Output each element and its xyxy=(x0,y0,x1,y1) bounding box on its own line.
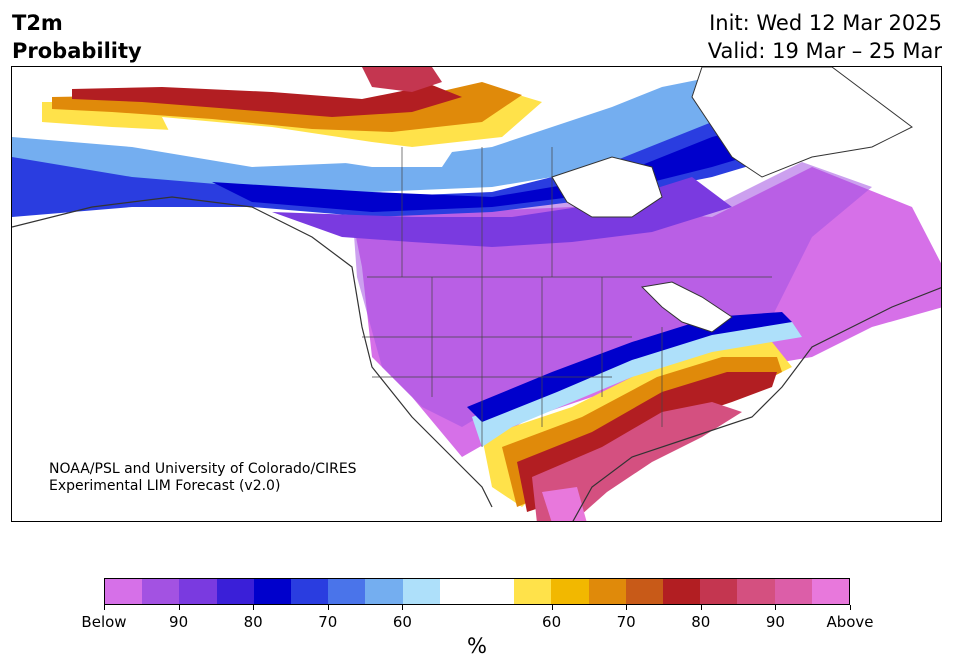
title-probability: Probability xyxy=(12,39,142,63)
probability-colorbar xyxy=(104,578,850,605)
colorbar-tick-mark xyxy=(850,605,851,610)
colorbar-segment xyxy=(514,579,552,604)
colorbar-tick-label: 80 xyxy=(691,613,711,631)
colorbar-unit: % xyxy=(467,634,487,658)
southeast-warm-pink xyxy=(532,402,742,521)
credit-line-1: NOAA/PSL and University of Colorado/CIRE… xyxy=(49,461,357,477)
colorbar-tick-label: 90 xyxy=(765,613,785,631)
political-boundaries xyxy=(362,147,772,447)
alaska-warm-band-red xyxy=(72,85,462,117)
credit-text: NOAA/PSL and University of Colorado/CIRE… xyxy=(49,461,357,495)
forecast-dates: Init: Wed 12 Mar 2025 Valid: 19 Mar – 25… xyxy=(708,9,942,65)
colorbar-segment xyxy=(365,579,403,604)
colorbar-tick-mark xyxy=(402,605,404,610)
probability-map-svg xyxy=(12,67,941,521)
greenland xyxy=(691,67,913,178)
arctic-red-island xyxy=(362,67,442,92)
hudson-bay xyxy=(551,156,663,218)
map-title: T2m Probability xyxy=(12,9,142,65)
cold-corridor-dark xyxy=(467,312,792,422)
colorbar-segment xyxy=(328,579,366,604)
canada-blue-purple xyxy=(272,177,732,247)
east-coastline xyxy=(572,287,941,521)
great-lakes xyxy=(640,281,733,333)
valid-period: Valid: 19 Mar – 25 Mar xyxy=(707,39,942,63)
colorbar-segment xyxy=(625,579,664,604)
colorbar-tick-mark xyxy=(551,605,553,610)
colorbar-segment xyxy=(663,579,701,604)
credit-line-2: Experimental LIM Forecast (v2.0) xyxy=(49,478,281,494)
arctic-white-band xyxy=(162,117,452,167)
colorbar-tick-mark xyxy=(626,605,628,610)
colorbar-tick-mark xyxy=(104,605,105,610)
colorbar-segment xyxy=(291,579,329,604)
west-coastline xyxy=(12,196,493,508)
colorbar-segment xyxy=(477,579,515,604)
colorbar-segment xyxy=(142,579,180,604)
title-variable: T2m xyxy=(12,11,63,35)
colorbar-tick-mark xyxy=(327,605,329,610)
arctic-blue-band-light xyxy=(12,77,712,197)
colorbar-tick-mark xyxy=(700,605,702,610)
colorbar-segment xyxy=(179,579,217,604)
colorbar-segment xyxy=(216,579,254,604)
colorbar-tick-mark xyxy=(178,605,180,610)
colorbar-tick-label: 70 xyxy=(616,613,636,631)
mexico-warm-magenta xyxy=(542,487,587,521)
colorbar-tick-label: Above xyxy=(826,613,874,631)
colorbar-segment xyxy=(105,579,143,604)
colorbar-segment xyxy=(402,579,440,604)
colorbar-segment xyxy=(700,579,738,604)
init-date: Init: Wed 12 Mar 2025 xyxy=(709,11,942,35)
forecast-map xyxy=(11,66,942,522)
colorbar-tick-label: 70 xyxy=(318,613,338,631)
colorbar-segment xyxy=(253,579,292,604)
colorbar-tick-label: 60 xyxy=(542,613,562,631)
colorbar-tick-mark xyxy=(775,605,777,610)
colorbar-tick-label: 60 xyxy=(392,613,412,631)
cold-corridor-light xyxy=(472,322,802,447)
colorbar-segment xyxy=(439,579,478,604)
colorbar-segment xyxy=(588,579,626,604)
colorbar-tick-label: 90 xyxy=(169,613,189,631)
colorbar-segment xyxy=(811,579,850,604)
colorbar-tick-mark xyxy=(253,605,255,610)
colorbar-segment xyxy=(774,579,812,604)
colorbar-segment xyxy=(737,579,775,604)
colorbar-tick-label: Below xyxy=(81,613,127,631)
colorbar-segment xyxy=(551,579,589,604)
arctic-blue-band-dark xyxy=(212,117,812,212)
colorbar-tick-label: 80 xyxy=(243,613,263,631)
